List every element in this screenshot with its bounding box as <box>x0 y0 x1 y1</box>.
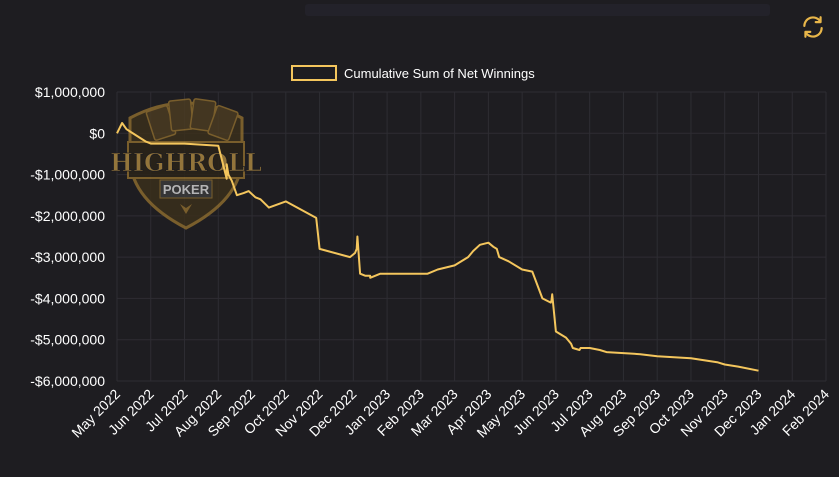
logo-text: HIGHROLL <box>110 148 262 177</box>
series-line-cumulative <box>116 122 759 372</box>
y-tick-label: -$3,000,000 <box>30 249 105 265</box>
refresh-button[interactable] <box>800 14 826 40</box>
highroll-poker-logo: HIGHROLL POKER <box>110 98 262 230</box>
y-tick-label: -$4,000,000 <box>30 290 105 306</box>
refresh-icon <box>803 16 823 38</box>
legend-swatch <box>291 65 337 81</box>
header-bar <box>305 4 770 16</box>
y-tick-label: -$6,000,000 <box>30 373 105 389</box>
y-tick-label: -$1,000,000 <box>30 167 105 183</box>
y-tick-label: -$5,000,000 <box>30 332 105 348</box>
legend[interactable]: Cumulative Sum of Net Winnings <box>291 65 535 81</box>
y-axis-ticks: $1,000,000 $0 -$1,000,000 -$2,000,000 -$3,00… <box>30 84 105 389</box>
chart-grid <box>116 91 827 382</box>
logo-subtext: POKER <box>163 182 210 197</box>
legend-label: Cumulative Sum of Net Winnings <box>344 66 535 81</box>
y-tick-label: $0 <box>89 125 105 141</box>
y-tick-label: -$2,000,000 <box>30 208 105 224</box>
y-tick-label: $1,000,000 <box>35 84 105 100</box>
